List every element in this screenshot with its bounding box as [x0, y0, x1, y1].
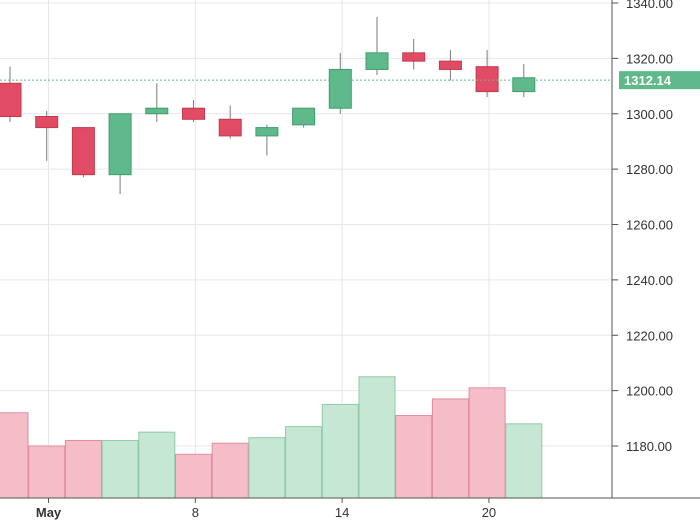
volume-bar	[248, 437, 286, 499]
time-tick-label: 20	[482, 505, 496, 520]
candle-body	[182, 107, 205, 120]
candle-body	[255, 127, 279, 137]
last-price-tag: 1312.14	[619, 71, 700, 90]
volume-bars	[0, 376, 543, 499]
candles	[0, 16, 536, 195]
price-tick-label: 1220.00	[626, 328, 673, 343]
volume-bar	[211, 442, 249, 499]
volume-bar	[175, 453, 212, 499]
candle-body	[71, 127, 95, 176]
last-price-label: 1312.14	[624, 73, 672, 88]
volume-bar	[321, 403, 359, 499]
candle-body	[438, 60, 462, 70]
candle-body	[475, 66, 499, 93]
candle-body	[0, 82, 22, 118]
price-tick-label: 1240.00	[626, 273, 673, 288]
price-tick-label: 1260.00	[626, 218, 673, 233]
time-tick-label: 14	[335, 505, 349, 520]
candle-body	[365, 52, 389, 70]
price-tick-label: 1280.00	[626, 162, 673, 177]
time-axis: May 8 14 20	[0, 497, 700, 520]
candle-body	[35, 116, 59, 129]
time-tick-label: May	[36, 505, 62, 520]
volume-bar	[64, 439, 102, 499]
candle-body	[328, 68, 352, 109]
price-tick-label: 1320.00	[626, 51, 673, 66]
candle-body	[218, 118, 242, 137]
time-tick-label: 8	[192, 505, 199, 520]
price-tick-label: 1340.00	[626, 0, 673, 11]
volume-bar	[358, 376, 396, 499]
candle-body	[145, 107, 169, 115]
volume-bar	[28, 445, 66, 499]
price-tick-label: 1300.00	[626, 107, 673, 122]
candle-body	[108, 113, 132, 176]
candle-body	[402, 52, 426, 62]
grid	[0, 0, 620, 498]
price-tick-label: 1180.00	[626, 439, 672, 454]
volume-bar	[138, 431, 176, 499]
candle-body	[512, 77, 536, 93]
candle-body	[292, 107, 316, 126]
volume-bar	[431, 398, 469, 499]
volume-bar	[101, 439, 139, 499]
price-axis: 1180.00 1200.00 1220.00 1240.00 1260.00 1280.…	[611, 0, 673, 498]
volume-bar	[395, 415, 433, 499]
volume-bar	[468, 387, 506, 499]
volume-bar	[0, 412, 29, 499]
volume-bar	[505, 423, 543, 499]
price-tick-label: 1200.00	[626, 384, 673, 399]
volume-bar	[285, 426, 323, 499]
last-price-tag-background	[619, 71, 700, 90]
